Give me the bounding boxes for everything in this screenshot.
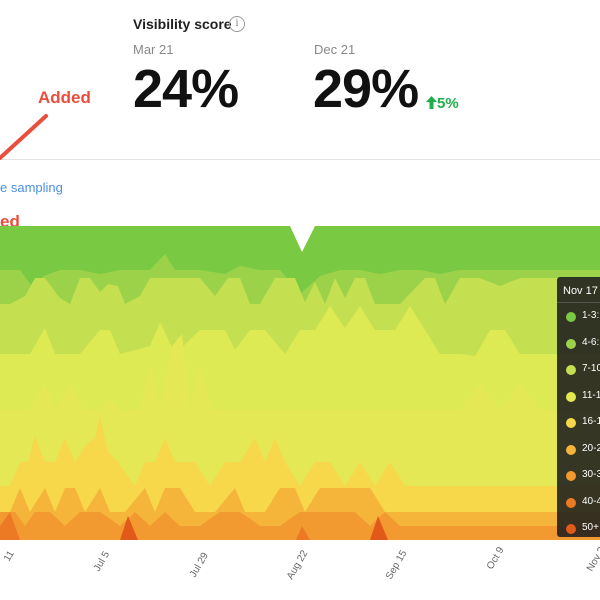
- legend-dot-icon: [566, 524, 576, 534]
- end-date-label: Dec 21: [314, 42, 356, 57]
- band-40-49: [0, 512, 600, 540]
- legend-dot-icon: [566, 338, 576, 349]
- x-tick-label: Aug 22: [285, 548, 311, 582]
- tooltip-row-label: 40-4: [582, 495, 600, 507]
- legend-dot-icon: [566, 391, 576, 402]
- tooltip-row-label: 20-2: [582, 442, 600, 454]
- legend-dot-icon: [566, 497, 576, 508]
- annotation-added: Added: [38, 88, 91, 107]
- tooltip-row-label: 30-3: [582, 469, 600, 480]
- tooltip-row-label: 11-1: [582, 389, 600, 401]
- arrow-up-icon: [426, 96, 437, 109]
- header-divider: [0, 159, 600, 160]
- legend-dot-icon: [566, 418, 576, 428]
- legend-dot-icon: [566, 444, 576, 455]
- visibility-header: Visibility score i Mar 21 24% Dec 21 29%…: [0, 0, 600, 160]
- legend-dot-icon: [566, 365, 576, 375]
- legend-dot-icon: [566, 312, 576, 322]
- x-axis: 11 Jul 5 Jul 29 Aug 22 Sep 15 Oct 9 Nov …: [0, 540, 600, 600]
- sampling-link[interactable]: e sampling: [0, 180, 63, 195]
- tooltip-date: Nov 17 (: [563, 285, 600, 297]
- score-change-value: 5%: [437, 95, 459, 112]
- band-50-plus-d: [296, 526, 310, 540]
- band-50-plus-c: [370, 516, 388, 540]
- band-50-plus: [0, 512, 20, 540]
- end-score-value: 29%: [313, 59, 419, 119]
- info-icon[interactable]: i: [229, 16, 245, 32]
- annotation-arrow: [0, 114, 48, 160]
- legend-dot-icon: [566, 471, 576, 481]
- tooltip-row-label: 4-6:: [582, 336, 600, 348]
- start-date-label: Mar 21: [133, 42, 174, 57]
- x-tick-label: Sep 15: [384, 548, 410, 582]
- x-tick-label: Jul 29: [188, 550, 211, 580]
- ranking-distribution-chart: [0, 226, 600, 540]
- x-tick-label: 11: [2, 549, 17, 564]
- chart-tooltip: Nov 17 ( 1-3: 4-6: 7-10 11-1 16-1 20-2 30-3 40-…: [557, 277, 600, 537]
- x-tick-label: Oct 9: [485, 545, 507, 572]
- x-tick-label: Nov 2: [585, 545, 600, 574]
- hover-marker-icon: [290, 226, 315, 252]
- visibility-score-title: Visibility score: [133, 16, 232, 32]
- tooltip-row-label: 1-3:: [582, 310, 600, 321]
- x-tick-label: Jul 5: [92, 549, 113, 574]
- tooltip-row-label: 7-10: [582, 363, 600, 374]
- band-50-plus-b: [120, 516, 138, 540]
- tooltip-row-label: 50+: [582, 522, 599, 533]
- score-change-badge: 5%: [426, 95, 459, 112]
- tooltip-divider: [557, 302, 600, 303]
- start-score-value: 24%: [133, 59, 239, 119]
- tooltip-row-label: 16-1: [582, 416, 600, 427]
